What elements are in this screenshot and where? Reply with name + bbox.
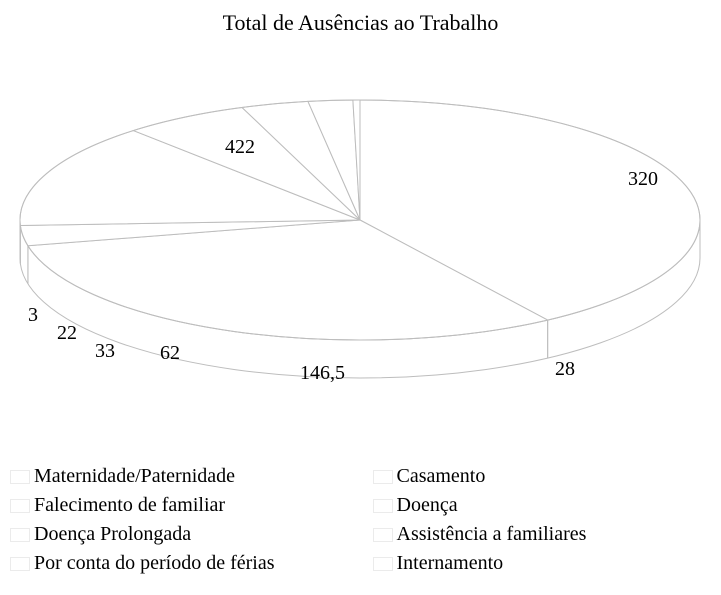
legend-label: Assistência a familiares — [397, 523, 587, 546]
legend-item-5: Assistência a familiares — [373, 523, 712, 546]
legend-item-3: Doença — [373, 494, 712, 517]
legend-swatch-icon — [10, 557, 30, 571]
legend-label: Falecimento de familiar — [34, 494, 225, 517]
legend: Maternidade/Paternidade Casamento Faleci… — [10, 465, 711, 575]
legend-label: Doença Prolongada — [34, 523, 191, 546]
slice-label-6: 22 — [57, 322, 77, 345]
legend-item-4: Doença Prolongada — [10, 523, 349, 546]
legend-swatch-icon — [10, 528, 30, 542]
legend-item-0: Maternidade/Paternidade — [10, 465, 349, 488]
legend-item-2: Falecimento de familiar — [10, 494, 349, 517]
slice-label-2: 28 — [555, 358, 575, 381]
legend-swatch-icon — [10, 470, 30, 484]
legend-swatch-icon — [10, 499, 30, 513]
legend-swatch-icon — [373, 557, 393, 571]
slice-label-1: 320 — [628, 168, 658, 191]
legend-item-6: Por conta do período de férias — [10, 552, 349, 575]
legend-label: Por conta do período de férias — [34, 552, 274, 575]
slice-label-3: 146,5 — [300, 362, 345, 385]
legend-item-1: Casamento — [373, 465, 712, 488]
legend-label: Doença — [397, 494, 458, 517]
legend-label: Casamento — [397, 465, 486, 488]
legend-label: Internamento — [397, 552, 504, 575]
legend-swatch-icon — [373, 528, 393, 542]
legend-swatch-icon — [373, 470, 393, 484]
pie-area: 422 320 28 146,5 62 33 22 3 — [0, 90, 721, 390]
slice-label-4: 62 — [160, 342, 180, 365]
slice-label-5: 33 — [95, 340, 115, 363]
slice-label-0: 422 — [225, 136, 255, 159]
absence-pie-chart: Total de Ausências ao Trabalho 422 320 2… — [0, 0, 721, 595]
slice-label-7: 3 — [28, 304, 38, 327]
legend-item-7: Internamento — [373, 552, 712, 575]
legend-label: Maternidade/Paternidade — [34, 465, 235, 488]
legend-swatch-icon — [373, 499, 393, 513]
chart-title: Total de Ausências ao Trabalho — [0, 10, 721, 36]
